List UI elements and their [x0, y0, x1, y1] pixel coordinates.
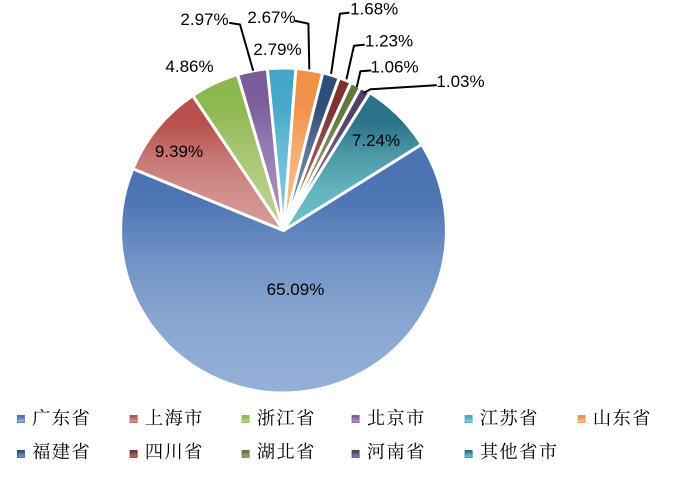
svg-text:9.39%: 9.39%	[155, 142, 203, 161]
svg-text:2.79%: 2.79%	[253, 40, 301, 59]
svg-text:65.09%: 65.09%	[267, 280, 325, 299]
svg-text:1.68%: 1.68%	[350, 0, 398, 19]
svg-text:1.03%: 1.03%	[436, 72, 484, 91]
svg-text:1.23%: 1.23%	[365, 32, 413, 51]
svg-text:7.24%: 7.24%	[352, 131, 400, 150]
svg-text:4.86%: 4.86%	[165, 57, 213, 76]
svg-text:1.06%: 1.06%	[370, 57, 418, 76]
svg-text:2.67%: 2.67%	[247, 8, 295, 27]
svg-text:2.97%: 2.97%	[180, 10, 228, 29]
